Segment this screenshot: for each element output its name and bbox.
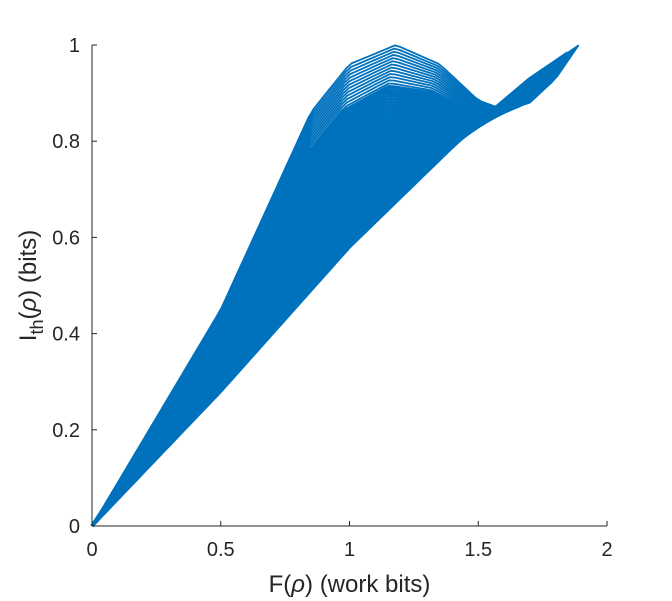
y-axis-label-paren: (	[15, 312, 42, 320]
y-axis-label-subscript: th	[27, 320, 47, 335]
x-tick-label: 0	[86, 539, 97, 561]
y-tick-label: 0.6	[52, 227, 80, 249]
y-tick-label: 0.2	[52, 420, 80, 442]
x-tick-label: 1	[344, 539, 355, 561]
curve-line	[90, 55, 563, 527]
x-tick-label: 1.5	[464, 539, 492, 561]
x-tick-label: 2	[601, 539, 612, 561]
curve-line	[90, 57, 561, 527]
y-axis-label-i: I	[15, 335, 42, 342]
x-tick-label: 0.5	[207, 539, 235, 561]
y-axis-label: Ith(ρ) (bits)	[15, 230, 47, 341]
curve-family	[90, 44, 580, 528]
x-axis-label-rho: ρ	[290, 571, 305, 598]
y-axis-label-suffix: ) (bits)	[15, 230, 42, 298]
curve-line	[91, 51, 570, 527]
x-ticks: 0 0.5 1 1.5 2	[86, 521, 613, 561]
y-tick-label: 0	[69, 516, 80, 538]
y-tick-label: 1	[69, 35, 80, 57]
y-tick-label: 0.4	[52, 324, 80, 346]
curve-line	[90, 54, 565, 527]
curve-line	[90, 58, 560, 527]
y-ticks: 0 0.2 0.4 0.6 0.8 1	[52, 35, 97, 538]
x-axis-label-suffix: ) (work bits)	[305, 571, 430, 598]
curve-line	[90, 57, 561, 527]
y-tick-label: 0.8	[52, 131, 80, 153]
curve-line	[90, 56, 562, 527]
curve-line	[90, 54, 566, 527]
curve-line	[91, 44, 580, 527]
curve-line	[90, 55, 564, 527]
x-axis-label-prefix: F(	[269, 571, 292, 598]
x-axis-label: F(ρ) (work bits)	[269, 571, 431, 598]
y-axis-label-rho: ρ	[15, 298, 42, 313]
